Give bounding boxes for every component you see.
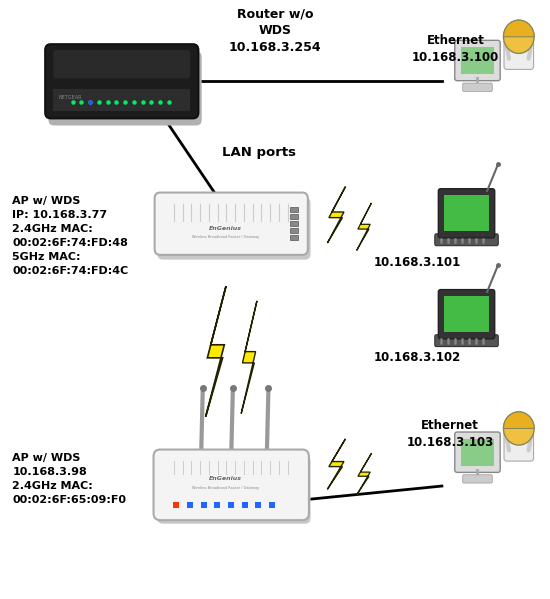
FancyBboxPatch shape [290, 221, 298, 226]
FancyBboxPatch shape [201, 502, 207, 509]
Wedge shape [503, 412, 534, 428]
FancyBboxPatch shape [463, 83, 492, 92]
FancyBboxPatch shape [48, 52, 202, 126]
Text: 10.168.3.102: 10.168.3.102 [373, 351, 461, 364]
Text: Wireless Broadband Router / Gateway: Wireless Broadband Router / Gateway [192, 235, 260, 239]
FancyBboxPatch shape [435, 234, 498, 246]
FancyBboxPatch shape [157, 197, 311, 259]
Text: EnGenius: EnGenius [209, 476, 242, 482]
Polygon shape [356, 453, 371, 495]
Polygon shape [356, 203, 371, 250]
Circle shape [503, 20, 534, 53]
FancyBboxPatch shape [444, 195, 489, 231]
FancyBboxPatch shape [290, 207, 298, 211]
Polygon shape [327, 187, 345, 243]
Text: Router w/o
WDS
10.168.3.254: Router w/o WDS 10.168.3.254 [229, 7, 321, 55]
FancyBboxPatch shape [155, 192, 308, 255]
FancyBboxPatch shape [461, 438, 494, 466]
FancyBboxPatch shape [153, 449, 309, 520]
Circle shape [503, 412, 534, 445]
FancyBboxPatch shape [228, 502, 234, 509]
FancyBboxPatch shape [241, 502, 248, 509]
Text: AP w/ WDS
10.168.3.98
2.4GHz MAC:
00:02:6F:65:09:F0: AP w/ WDS 10.168.3.98 2.4GHz MAC: 00:02:… [12, 453, 126, 505]
FancyBboxPatch shape [53, 50, 190, 78]
FancyBboxPatch shape [53, 89, 190, 111]
FancyBboxPatch shape [438, 289, 494, 339]
FancyBboxPatch shape [290, 228, 298, 233]
Polygon shape [206, 286, 226, 416]
FancyBboxPatch shape [173, 502, 179, 509]
FancyBboxPatch shape [269, 502, 275, 509]
Text: NETGEAR: NETGEAR [59, 95, 82, 100]
FancyBboxPatch shape [461, 47, 494, 74]
Text: Ethernet
10.168.3.100: Ethernet 10.168.3.100 [412, 34, 499, 63]
Text: Wireless Broadband Router / Gateway: Wireless Broadband Router / Gateway [192, 486, 260, 491]
FancyBboxPatch shape [45, 44, 199, 119]
Polygon shape [241, 301, 257, 414]
FancyBboxPatch shape [444, 296, 489, 332]
FancyBboxPatch shape [290, 235, 298, 240]
FancyBboxPatch shape [187, 502, 193, 509]
FancyBboxPatch shape [255, 502, 261, 509]
FancyBboxPatch shape [157, 455, 311, 524]
Text: LAN ports: LAN ports [222, 146, 295, 159]
FancyBboxPatch shape [463, 475, 492, 483]
Text: Ethernet
10.168.3.103: Ethernet 10.168.3.103 [406, 419, 494, 449]
Polygon shape [327, 439, 345, 489]
FancyBboxPatch shape [455, 40, 500, 81]
Wedge shape [503, 20, 534, 37]
FancyBboxPatch shape [438, 189, 494, 238]
FancyBboxPatch shape [214, 502, 221, 509]
FancyBboxPatch shape [435, 335, 498, 347]
FancyBboxPatch shape [290, 214, 298, 219]
FancyBboxPatch shape [455, 432, 500, 473]
Text: 10.168.3.101: 10.168.3.101 [373, 256, 461, 269]
FancyBboxPatch shape [504, 428, 534, 461]
Text: EnGenius: EnGenius [209, 226, 242, 231]
FancyBboxPatch shape [504, 37, 534, 69]
Text: AP w/ WDS
IP: 10.168.3.77
2.4GHz MAC:
00:02:6F:74:FD:48
5GHz MAC:
00:02:6F:74:FD: AP w/ WDS IP: 10.168.3.77 2.4GHz MAC: 00… [12, 196, 129, 276]
